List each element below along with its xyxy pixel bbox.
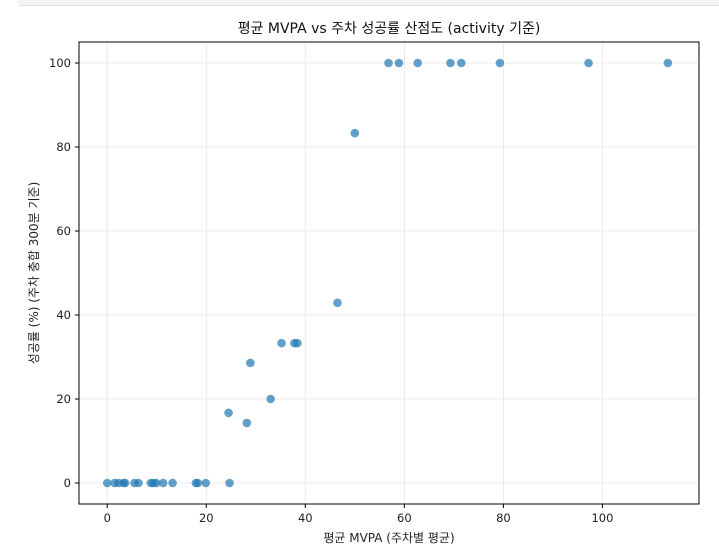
data-point [394,58,404,68]
data-point [168,478,177,488]
data-point [277,338,286,348]
x-tick-label: 100 [591,511,613,525]
data-point [384,58,393,68]
data-point [225,478,234,488]
data-point [495,58,505,68]
scatter-points [102,58,673,488]
data-point [134,478,143,488]
data-point [102,478,112,488]
data-point [224,408,233,418]
y-axis-label: 성공률 (%) (주차 충합 300분 기준) [27,182,41,365]
x-axis-ticks: 0 20 40 60 80 100 [104,504,613,525]
y-tick-label: 100 [49,56,71,70]
x-axis-label: 평균 MVPA (주차별 평균) [323,531,454,545]
x-tick-label: 60 [397,511,412,525]
x-tick-label: 20 [199,511,214,525]
y-tick-label: 60 [56,224,71,238]
y-tick-label: 0 [64,476,71,490]
data-point [120,478,130,488]
data-point [201,478,211,488]
data-point [242,418,252,428]
x-tick-label: 80 [496,511,511,525]
data-point [266,394,275,404]
plot-frame [78,41,700,505]
grid-layer [79,42,699,504]
y-axis-ticks: 0 20 40 60 80 100 [49,56,79,490]
chart-title: 평균 MVPA vs 주차 성공률 산점도 (activity 기준) [238,21,541,37]
y-tick-label: 40 [56,308,71,322]
data-point [413,58,423,68]
data-point [333,298,342,308]
data-point [293,338,302,348]
x-tick-label: 40 [298,511,313,525]
top-window-strip [18,0,719,6]
y-tick-label: 80 [56,140,71,154]
data-point [584,58,593,68]
data-point [350,128,360,138]
data-point [446,58,455,68]
y-tick-label: 20 [56,392,71,406]
x-tick-label: 0 [104,511,111,525]
data-point [246,358,255,368]
data-point [158,478,168,488]
data-point [151,478,161,488]
data-point [663,58,673,68]
data-point [193,478,203,488]
data-point [457,58,466,68]
